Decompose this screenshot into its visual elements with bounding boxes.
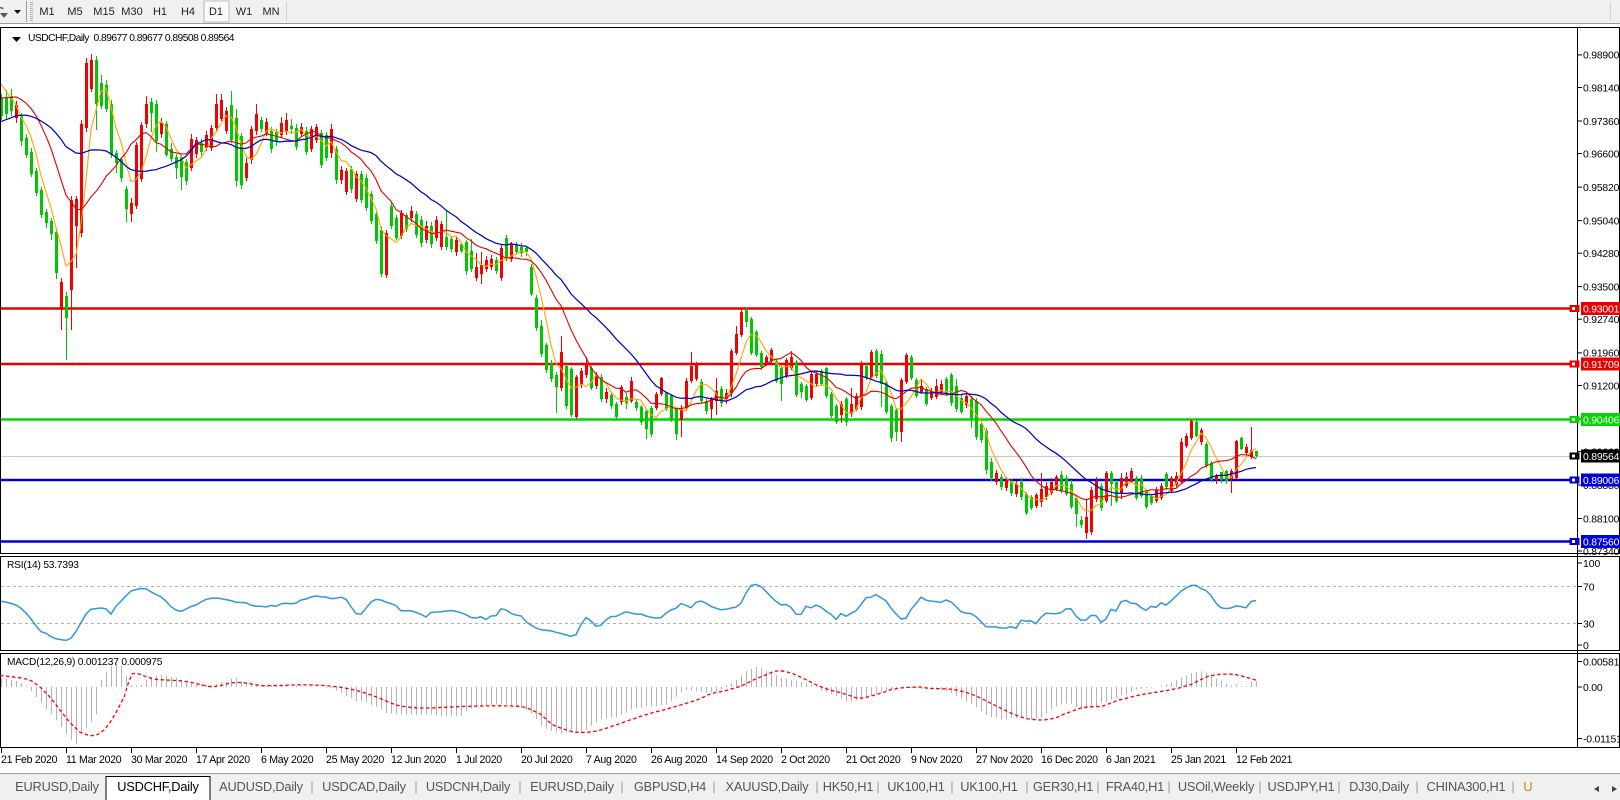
svg-text:0.00: 0.00 [1583,683,1603,694]
svg-text:M30: M30 [121,6,142,18]
svg-text:|: | [1096,780,1099,794]
svg-text:70: 70 [1583,582,1595,593]
svg-text:30: 30 [1583,619,1595,630]
svg-text:USDCAD,Daily: USDCAD,Daily [322,779,406,794]
svg-text:D1: D1 [209,6,223,18]
svg-text:0.98900: 0.98900 [1583,51,1620,62]
svg-text:AUDUSD,Daily: AUDUSD,Daily [219,779,303,794]
svg-text:USDCHF,Daily 0.89677 0.89677: USDCHF,Daily 0.89677 0.89677 0.89508 0.8… [28,33,235,44]
svg-text:EURUSD,Daily: EURUSD,Daily [530,779,614,794]
svg-text:|: | [1025,780,1028,794]
svg-text:12 Feb 2021: 12 Feb 2021 [1236,754,1293,766]
svg-text:0.005818: 0.005818 [1583,657,1620,668]
svg-text:0.93001: 0.93001 [1583,304,1620,315]
svg-text:|: | [712,780,715,794]
svg-text:CHINA300,H1: CHINA300,H1 [1427,779,1506,794]
svg-text:U: U [1523,779,1532,794]
svg-text:7 Aug 2020: 7 Aug 2020 [586,754,637,766]
svg-text:0.88100: 0.88100 [1583,514,1620,525]
svg-text:W1: W1 [236,6,253,18]
svg-text:GER30,H1: GER30,H1 [1033,779,1093,794]
svg-text:0.93500: 0.93500 [1583,282,1620,293]
svg-text:USDJPY,H1: USDJPY,H1 [1268,779,1335,794]
svg-text:11 Mar 2020: 11 Mar 2020 [66,754,122,766]
svg-text:0.91200: 0.91200 [1583,381,1620,392]
svg-text:0.95820: 0.95820 [1583,183,1620,194]
svg-text:H1: H1 [153,6,167,18]
svg-text:0.87560: 0.87560 [1583,537,1620,548]
svg-text:26 Aug 2020: 26 Aug 2020 [651,754,708,766]
svg-text:12 Jun 2020: 12 Jun 2020 [391,754,446,766]
svg-text:M15: M15 [93,6,114,18]
svg-text:|: | [1511,780,1514,794]
svg-text:0.91709: 0.91709 [1583,360,1620,371]
svg-text:0.91960: 0.91960 [1583,349,1620,360]
svg-text:0.98140: 0.98140 [1583,83,1620,94]
svg-text:0.95040: 0.95040 [1583,216,1620,227]
svg-text:25 May 2020: 25 May 2020 [326,754,384,766]
svg-text:HK50,H1: HK50,H1 [823,779,874,794]
svg-text:GBPUSD,H4: GBPUSD,H4 [634,779,706,794]
svg-text:MACD(12,26,9) 0.001237 0.00097: MACD(12,26,9) 0.001237 0.000975 [7,657,163,668]
svg-text:UK100,H1: UK100,H1 [960,779,1018,794]
svg-text:2 Oct 2020: 2 Oct 2020 [781,754,830,766]
svg-text:H4: H4 [181,6,195,18]
svg-text:USDCHF,Daily: USDCHF,Daily [117,779,199,794]
svg-text:DJ30,Daily: DJ30,Daily [1349,779,1410,794]
svg-text:16 Dec 2020: 16 Dec 2020 [1041,754,1098,766]
svg-text:|: | [1258,780,1261,794]
svg-text:MN: MN [262,6,279,18]
svg-text:17 Apr 2020: 17 Apr 2020 [196,754,250,766]
svg-text:0.90406: 0.90406 [1583,415,1620,426]
svg-text:0: 0 [1583,641,1589,652]
svg-text:-0.011514: -0.011514 [1583,734,1620,745]
svg-text:|: | [950,780,953,794]
svg-text:100: 100 [1583,559,1601,570]
svg-text:UK100,H1: UK100,H1 [887,779,945,794]
svg-text:M5: M5 [67,6,82,18]
svg-text:21 Oct 2020: 21 Oct 2020 [846,754,901,766]
svg-text:FRA40,H1: FRA40,H1 [1106,779,1164,794]
svg-text:0.89564: 0.89564 [1583,452,1620,463]
svg-text:|: | [876,780,879,794]
svg-text:0.97360: 0.97360 [1583,117,1620,128]
svg-text:30 Mar 2020: 30 Mar 2020 [131,754,188,766]
svg-text:0.94280: 0.94280 [1583,249,1620,260]
svg-text:6 Jan 2021: 6 Jan 2021 [1106,754,1156,766]
svg-text:14 Sep 2020: 14 Sep 2020 [716,754,773,766]
svg-text:20 Jul 2020: 20 Jul 2020 [521,754,573,766]
svg-text:|: | [1415,780,1418,794]
svg-text:|: | [815,780,818,794]
svg-text:9 Nov 2020: 9 Nov 2020 [911,754,963,766]
svg-text:0.96600: 0.96600 [1583,149,1620,160]
svg-text:0.92740: 0.92740 [1583,315,1620,326]
svg-text:0.89006: 0.89006 [1583,476,1620,487]
svg-text:|: | [1337,780,1340,794]
svg-text:USDCNH,Daily: USDCNH,Daily [426,779,511,794]
svg-text:|: | [620,780,623,794]
svg-text:|: | [414,780,417,794]
svg-text:|: | [1167,780,1170,794]
svg-text:25 Jan 2021: 25 Jan 2021 [1171,754,1226,766]
svg-text:27 Nov 2020: 27 Nov 2020 [976,754,1033,766]
svg-text:|: | [310,780,313,794]
svg-text:1 Jul 2020: 1 Jul 2020 [456,754,502,766]
svg-text:6 May 2020: 6 May 2020 [261,754,314,766]
svg-text:M1: M1 [39,6,54,18]
svg-text:21 Feb 2020: 21 Feb 2020 [1,754,58,766]
svg-text:RSI(14) 53.7393: RSI(14) 53.7393 [7,560,79,571]
svg-text:USOil,Weekly: USOil,Weekly [1178,779,1255,794]
svg-text:|: | [518,780,521,794]
svg-text:0.87340: 0.87340 [1583,547,1620,558]
svg-text:EURUSD,Daily: EURUSD,Daily [15,779,99,794]
svg-text:XAUUSD,Daily: XAUUSD,Daily [726,779,810,794]
